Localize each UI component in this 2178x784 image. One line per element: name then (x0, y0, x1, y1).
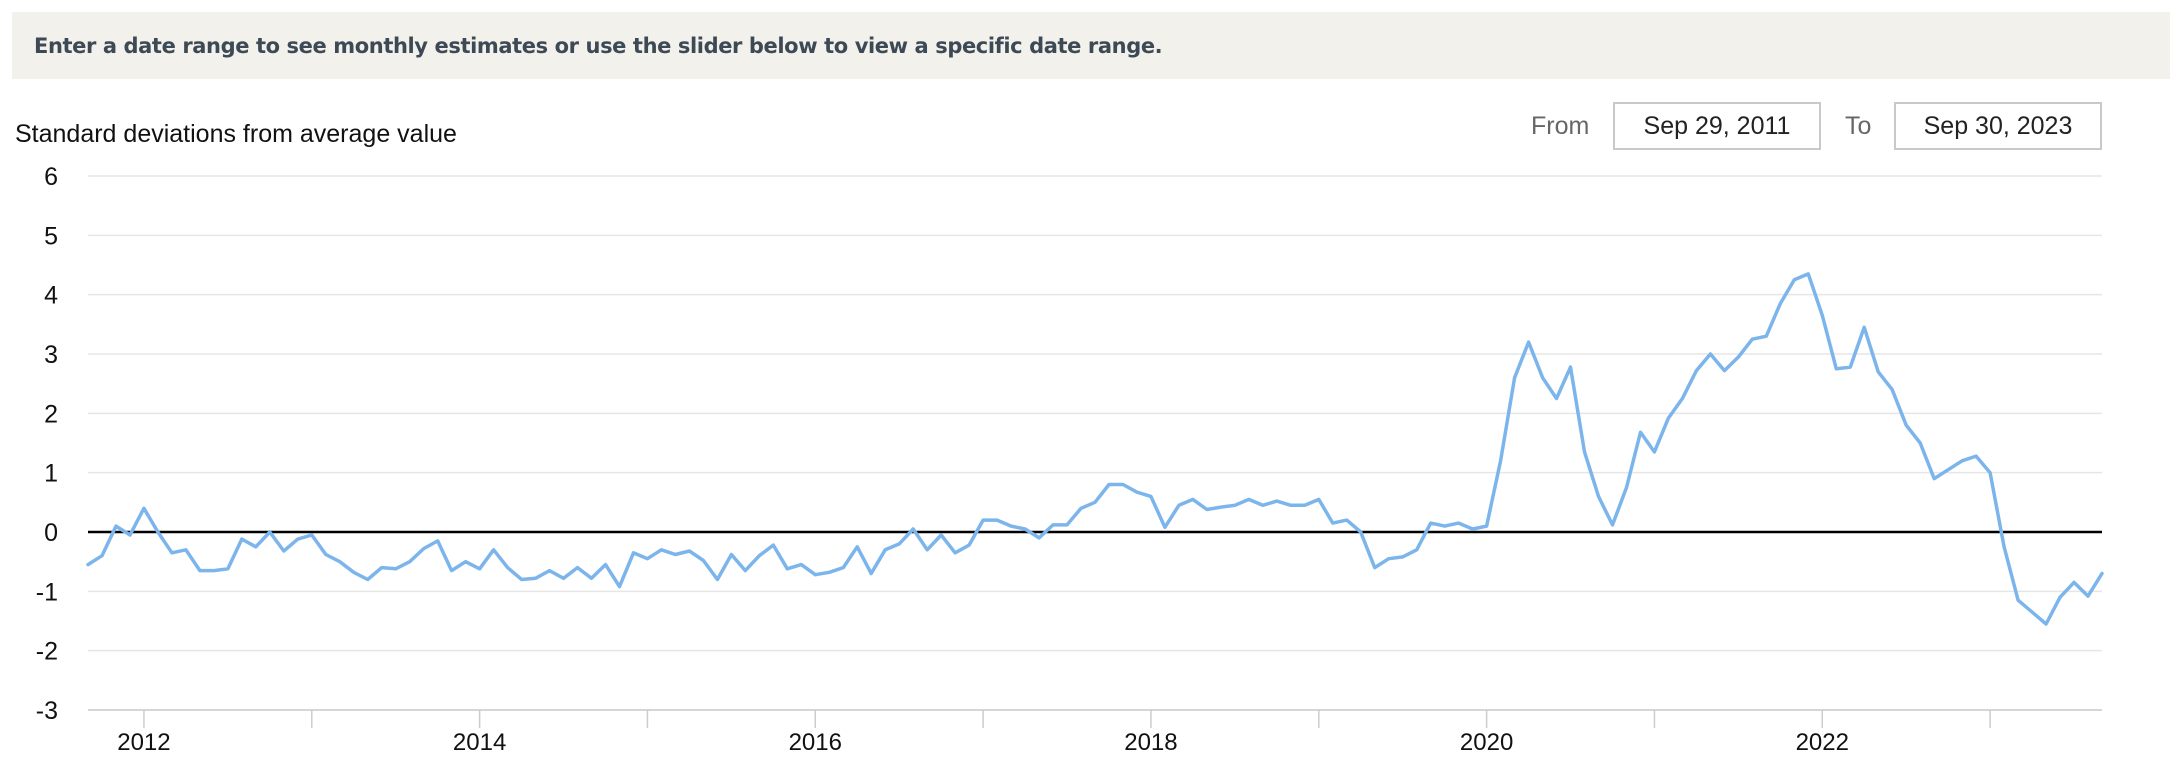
y-tick-label: -1 (36, 578, 58, 606)
to-date-input[interactable]: Sep 30, 2023 (1894, 102, 2102, 150)
x-tick-label: 2018 (1124, 729, 1177, 756)
y-tick-label: 0 (44, 519, 58, 547)
to-label: To (1845, 111, 1872, 140)
y-tick-label: -3 (36, 697, 58, 725)
instruction-text: Enter a date range to see monthly estima… (34, 33, 1163, 58)
y-tick-label: 3 (44, 341, 58, 369)
y-tick-label: 5 (44, 222, 58, 250)
y-tick-label: 4 (44, 282, 58, 310)
from-date-input[interactable]: Sep 29, 2011 (1613, 102, 1821, 150)
y-tick-label: 2 (44, 400, 58, 428)
y-axis-title: Standard deviations from average value (15, 120, 457, 148)
from-label: From (1531, 111, 1590, 140)
series-line (86, 272, 2104, 626)
x-tick-label: 2012 (117, 729, 170, 756)
y-tick-label: 1 (44, 460, 58, 488)
x-tick-label: 2022 (1796, 729, 1849, 756)
y-tick-label: 6 (44, 163, 58, 191)
instruction-banner: Enter a date range to see monthly estima… (12, 12, 2170, 79)
x-tick-label: 2014 (453, 729, 506, 756)
y-tick-label: -2 (36, 638, 58, 666)
x-tick-label: 2020 (1460, 729, 1513, 756)
x-tick-label: 2016 (789, 729, 842, 756)
